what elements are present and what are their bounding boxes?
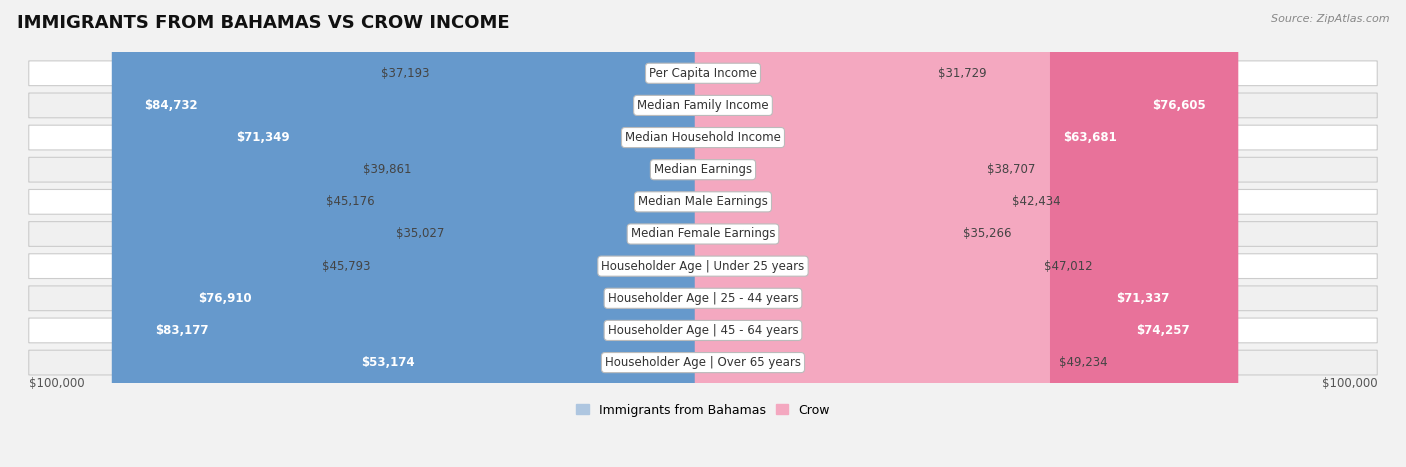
FancyBboxPatch shape [380, 0, 711, 467]
FancyBboxPatch shape [695, 0, 1149, 467]
FancyBboxPatch shape [695, 0, 1004, 467]
FancyBboxPatch shape [28, 350, 1378, 375]
Text: Median Family Income: Median Family Income [637, 99, 769, 112]
FancyBboxPatch shape [122, 0, 711, 467]
Text: $76,605: $76,605 [1152, 99, 1206, 112]
FancyBboxPatch shape [695, 0, 1202, 467]
Text: IMMIGRANTS FROM BAHAMAS VS CROW INCOME: IMMIGRANTS FROM BAHAMAS VS CROW INCOME [17, 14, 509, 32]
Text: $39,861: $39,861 [363, 163, 412, 176]
Text: $83,177: $83,177 [155, 324, 208, 337]
Text: $47,012: $47,012 [1043, 260, 1092, 273]
FancyBboxPatch shape [695, 0, 977, 467]
Text: $84,732: $84,732 [145, 99, 198, 112]
Text: $35,027: $35,027 [396, 227, 444, 241]
FancyBboxPatch shape [329, 0, 711, 467]
FancyBboxPatch shape [204, 0, 711, 467]
Text: $63,681: $63,681 [1063, 131, 1116, 144]
FancyBboxPatch shape [28, 190, 1378, 214]
FancyBboxPatch shape [112, 0, 711, 467]
FancyBboxPatch shape [439, 0, 711, 467]
Legend: Immigrants from Bahamas, Crow: Immigrants from Bahamas, Crow [572, 400, 834, 420]
Text: $74,257: $74,257 [1136, 324, 1189, 337]
FancyBboxPatch shape [28, 125, 1378, 150]
Text: $38,707: $38,707 [987, 163, 1035, 176]
FancyBboxPatch shape [28, 254, 1378, 278]
Text: Per Capita Income: Per Capita Income [650, 67, 756, 80]
Text: Source: ZipAtlas.com: Source: ZipAtlas.com [1271, 14, 1389, 24]
FancyBboxPatch shape [695, 0, 1035, 467]
FancyBboxPatch shape [166, 0, 711, 467]
Text: $53,174: $53,174 [361, 356, 415, 369]
Text: $71,337: $71,337 [1116, 292, 1170, 305]
Text: $49,234: $49,234 [1059, 356, 1108, 369]
FancyBboxPatch shape [28, 61, 1378, 85]
Text: $100,000: $100,000 [28, 377, 84, 390]
Text: $45,176: $45,176 [326, 195, 375, 208]
FancyBboxPatch shape [384, 0, 711, 467]
Text: Median Earnings: Median Earnings [654, 163, 752, 176]
Text: $100,000: $100,000 [1322, 377, 1378, 390]
FancyBboxPatch shape [28, 157, 1378, 182]
Text: $76,910: $76,910 [198, 292, 252, 305]
FancyBboxPatch shape [454, 0, 711, 467]
Text: $31,729: $31,729 [938, 67, 987, 80]
Text: Median Female Earnings: Median Female Earnings [631, 227, 775, 241]
Text: $35,266: $35,266 [963, 227, 1011, 241]
FancyBboxPatch shape [28, 222, 1378, 247]
FancyBboxPatch shape [695, 0, 1050, 467]
Text: Median Household Income: Median Household Income [626, 131, 780, 144]
FancyBboxPatch shape [695, 0, 953, 467]
FancyBboxPatch shape [695, 0, 1239, 467]
Text: Householder Age | 45 - 64 years: Householder Age | 45 - 64 years [607, 324, 799, 337]
Text: Householder Age | Under 25 years: Householder Age | Under 25 years [602, 260, 804, 273]
Text: Householder Age | 25 - 44 years: Householder Age | 25 - 44 years [607, 292, 799, 305]
FancyBboxPatch shape [28, 93, 1378, 118]
Text: Householder Age | Over 65 years: Householder Age | Over 65 years [605, 356, 801, 369]
Text: $71,349: $71,349 [236, 131, 290, 144]
Text: $45,793: $45,793 [322, 260, 371, 273]
FancyBboxPatch shape [28, 286, 1378, 311]
Text: $37,193: $37,193 [381, 67, 430, 80]
FancyBboxPatch shape [695, 0, 1222, 467]
FancyBboxPatch shape [28, 318, 1378, 343]
FancyBboxPatch shape [420, 0, 711, 467]
Text: $42,434: $42,434 [1012, 195, 1060, 208]
FancyBboxPatch shape [695, 0, 929, 467]
Text: Median Male Earnings: Median Male Earnings [638, 195, 768, 208]
